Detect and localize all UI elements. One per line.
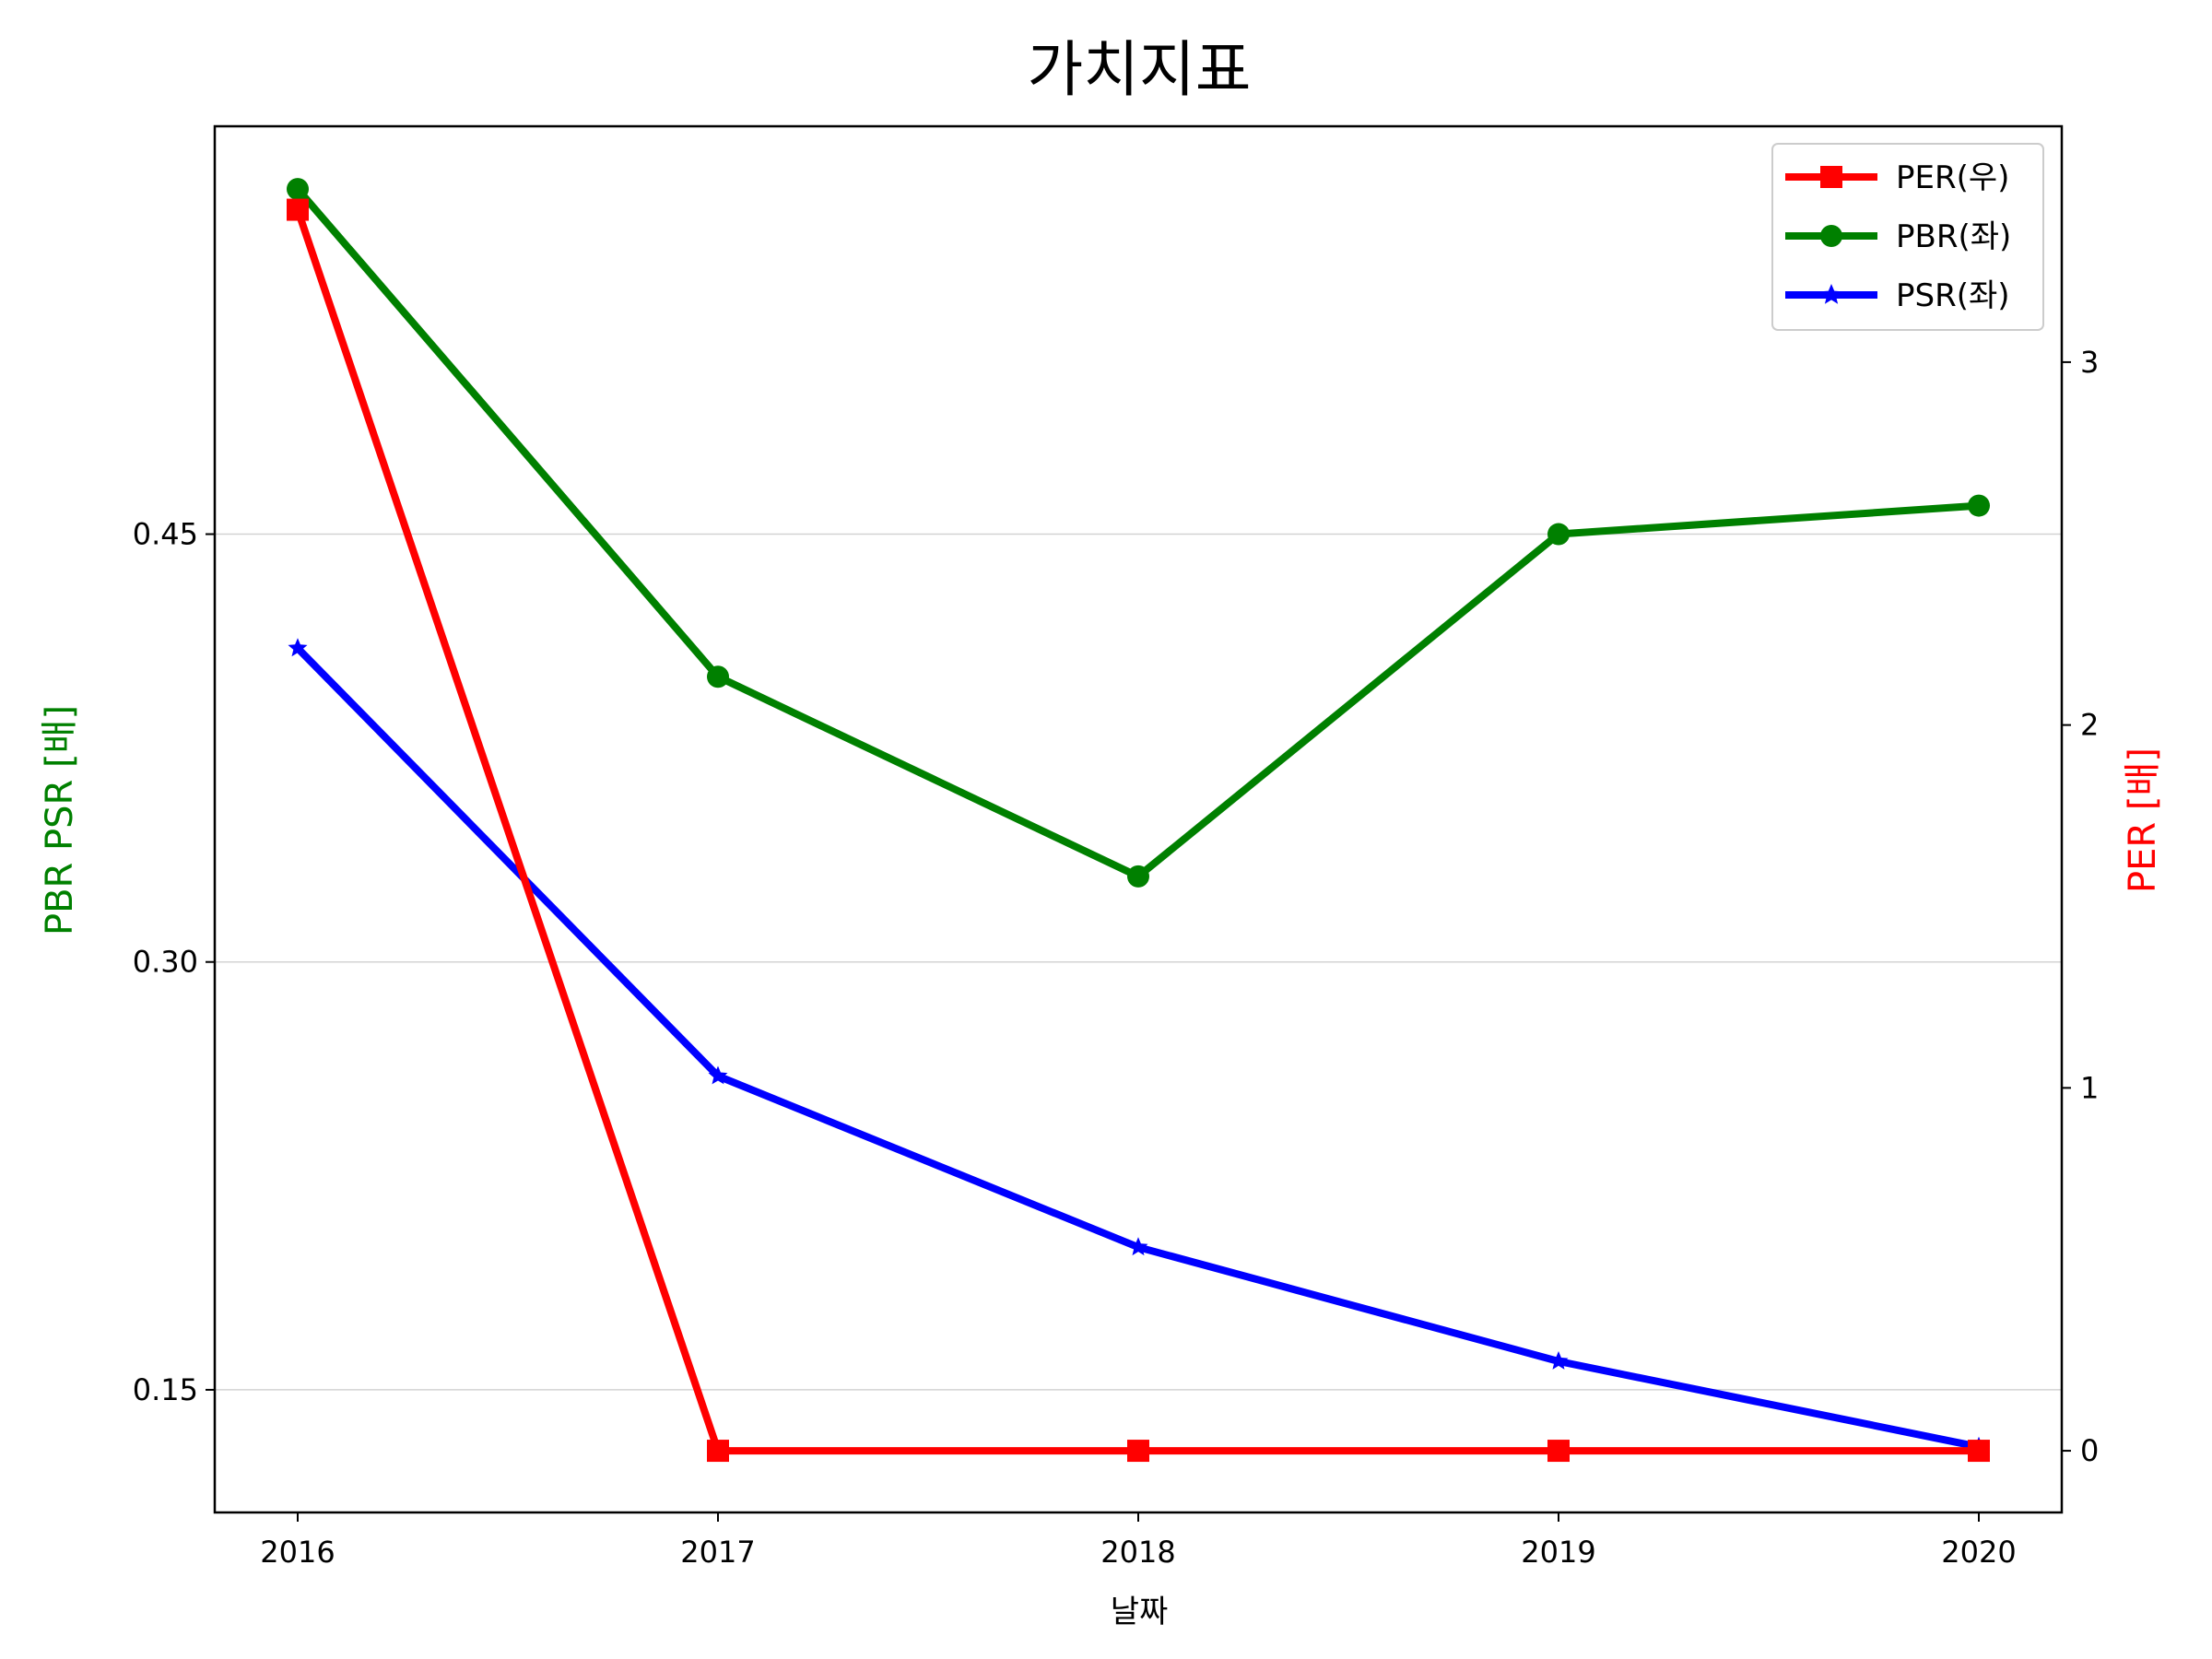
data-point	[1128, 1237, 1148, 1256]
data-point	[1548, 1351, 1569, 1370]
chart-title: 가치지표	[1028, 34, 1252, 105]
data-point	[707, 1440, 729, 1463]
x-axis-label: 날짜	[1111, 1594, 1169, 1630]
data-point	[708, 1065, 728, 1085]
legend-label: PSR(좌)	[1896, 277, 2010, 314]
data-point	[287, 178, 309, 201]
x-tick-label: 2018	[1100, 1535, 1175, 1570]
series-PSR(좌)	[288, 638, 1989, 1455]
series-line	[294, 186, 1980, 880]
gridlines	[215, 533, 2062, 1391]
legend-box	[1771, 143, 2044, 331]
series-PER(우)	[287, 198, 1990, 1463]
y-axis-right-label: PER [배]	[2122, 747, 2164, 893]
legend-label: PER(우)	[1896, 159, 2009, 196]
data-point	[287, 198, 309, 221]
y-axis-left-label: PBR PSR [배]	[39, 705, 81, 935]
data-point	[1547, 523, 1570, 546]
x-axis: 2016 2017 2018 2019 2020	[260, 1512, 2017, 1570]
series-PBR(좌)	[287, 178, 1990, 888]
data-point	[707, 665, 729, 688]
y-right-tick-label: 0	[2080, 1433, 2099, 1468]
legend: PER(우) PBR(좌) PSR(좌)	[1771, 143, 2044, 331]
x-tick-label: 2017	[680, 1535, 755, 1570]
data-point	[288, 638, 308, 657]
y-right-tick-label: 1	[2080, 1070, 2099, 1105]
series-line	[295, 645, 1980, 1451]
plot-frame	[213, 124, 2064, 1514]
x-tick-label: 2020	[1941, 1535, 2016, 1570]
x-tick-label: 2016	[260, 1535, 335, 1570]
legend-marker	[1820, 284, 1842, 304]
legend-marker	[1820, 166, 1842, 188]
y-left-tick-label: 0.30	[133, 945, 198, 980]
series-line	[294, 208, 1979, 1455]
y-left-tick-label: 0.45	[133, 517, 198, 552]
data-point	[1968, 1440, 1990, 1463]
y-axis-right: 0 1 2 3	[2062, 345, 2099, 1468]
y-left-tick-label: 0.15	[133, 1372, 198, 1407]
series-layer	[287, 178, 1990, 1463]
y-right-tick-label: 2	[2080, 708, 2099, 743]
y-right-tick-label: 3	[2080, 345, 2099, 380]
data-point	[1968, 494, 1990, 517]
legend-marker	[1820, 225, 1842, 247]
data-point	[1127, 1440, 1149, 1463]
data-point	[1127, 865, 1149, 888]
y-axis-left: 0.15 0.30 0.45	[133, 517, 215, 1407]
data-point	[1547, 1440, 1570, 1463]
legend-label: PBR(좌)	[1896, 218, 2011, 255]
x-tick-label: 2019	[1521, 1535, 1595, 1570]
